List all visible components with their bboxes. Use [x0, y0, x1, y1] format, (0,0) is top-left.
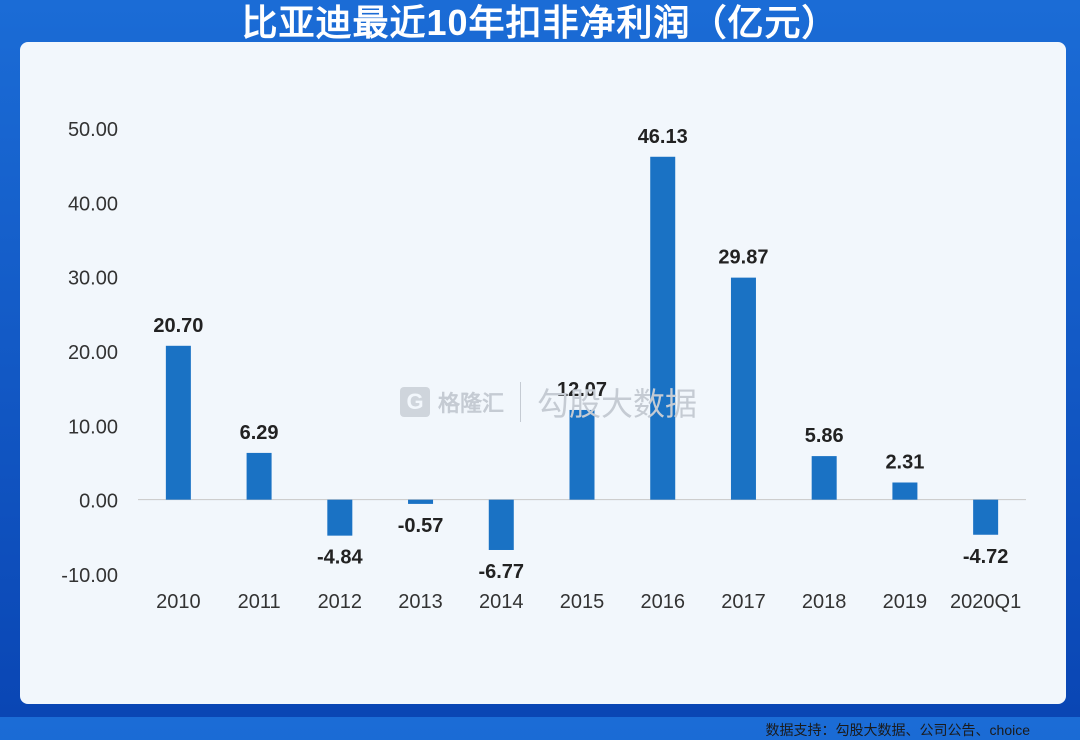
- bar: [246, 452, 272, 500]
- bar: [569, 409, 595, 500]
- bar: [165, 345, 191, 500]
- x-tick-label: 2012: [318, 591, 363, 613]
- chart-title: 比亚迪最近10年扣非净利润（亿元）: [241, 2, 839, 43]
- data-label: 20.70: [153, 315, 203, 337]
- y-tick-label: 40.00: [68, 193, 118, 215]
- y-tick-label: 20.00: [68, 342, 118, 364]
- data-label: 29.87: [718, 247, 768, 269]
- x-tick-label: 2019: [883, 591, 928, 613]
- data-label: -4.72: [963, 546, 1009, 568]
- watermark: G 格隆汇 勾股大数据: [400, 382, 697, 422]
- x-tick-label: 2015: [560, 591, 605, 613]
- bar: [650, 156, 676, 500]
- x-tick-label: 2016: [640, 591, 685, 613]
- x-tick-label: 2013: [398, 591, 443, 613]
- y-tick-label: 0.00: [79, 491, 118, 513]
- data-label: 2.31: [885, 451, 924, 473]
- bar-chart: 50.00 40.00 30.00 20.00 10.00 0.00 -10.00 20.70…: [61, 119, 1026, 613]
- bar: [892, 482, 918, 500]
- watermark-logo-icon: G: [400, 387, 430, 417]
- data-label: -6.77: [478, 561, 524, 583]
- data-label: 12.07: [557, 379, 607, 401]
- bar: [327, 499, 353, 536]
- y-tick-label: 30.00: [68, 268, 118, 290]
- x-tick-label: 2014: [479, 591, 524, 613]
- chart-panel: 50.00 40.00 30.00 20.00 10.00 0.00 -10.00 20.70…: [20, 42, 1066, 738]
- data-source-note: 数据支持：勾股大数据、公司公告、choice: [765, 722, 1030, 738]
- data-label: 5.86: [805, 425, 844, 447]
- data-label: -0.57: [398, 515, 444, 537]
- x-tick-label: 2020Q1: [950, 591, 1021, 613]
- data-label: 6.29: [240, 422, 279, 444]
- x-tick-label: 2018: [802, 591, 847, 613]
- y-tick-label: 10.00: [68, 416, 118, 438]
- bar: [811, 456, 837, 500]
- watermark-brand: 格隆汇: [438, 391, 505, 416]
- y-tick-label: 50.00: [68, 119, 118, 141]
- data-label: 46.13: [638, 126, 688, 148]
- data-label: -4.84: [317, 547, 363, 569]
- y-tick-label: -10.00: [61, 565, 118, 587]
- x-tick-label: 2010: [156, 591, 201, 613]
- bar: [973, 499, 999, 535]
- watermark-divider: [520, 382, 522, 422]
- x-tick-label: 2017: [721, 591, 766, 613]
- watermark-subtitle: 勾股大数据: [537, 386, 698, 422]
- bar: [408, 499, 434, 504]
- bar: [488, 499, 514, 550]
- x-tick-label: 2011: [238, 591, 281, 613]
- bar: [730, 277, 756, 500]
